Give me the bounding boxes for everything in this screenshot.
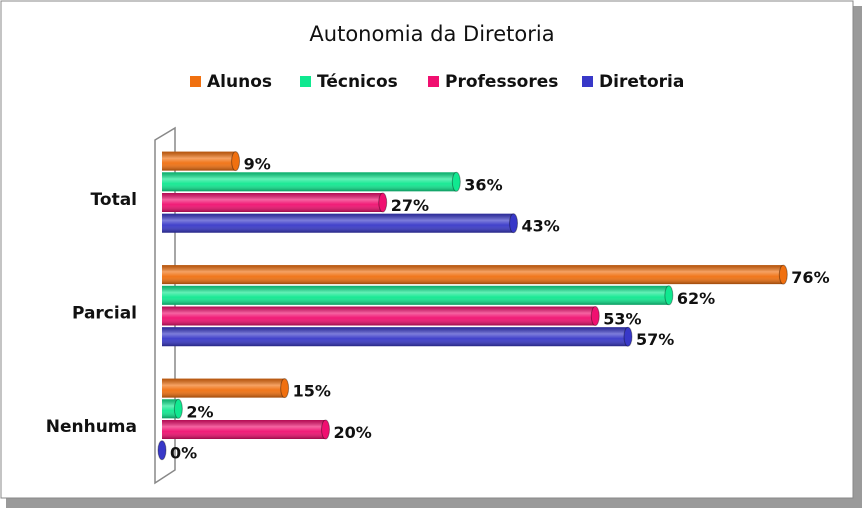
- data-label: 57%: [636, 330, 674, 349]
- data-label: 20%: [334, 423, 372, 442]
- bar-shade: [162, 151, 236, 171]
- data-label: 36%: [464, 175, 502, 194]
- data-label: 62%: [677, 289, 715, 308]
- y-tick-label: Nenhuma: [46, 417, 137, 437]
- bar-shade: [162, 193, 383, 212]
- bar-cap: [280, 378, 290, 399]
- plot: Alunos Técnicos Professores Diretoria Total 9…: [46, 72, 830, 463]
- bar-shade: [162, 285, 669, 305]
- bar-cap: [231, 151, 241, 172]
- data-label: 53%: [603, 310, 641, 329]
- bar-cap: [157, 440, 167, 461]
- legend-swatch: [190, 76, 201, 87]
- data-label: 43%: [522, 217, 560, 236]
- bar-cap: [173, 398, 183, 419]
- data-label: 15%: [293, 382, 331, 401]
- bar-cap: [378, 192, 388, 213]
- legend-label: Alunos: [207, 72, 272, 92]
- data-label: 9%: [244, 155, 271, 174]
- data-label: 0%: [170, 444, 197, 463]
- frame: [0, 0, 854, 499]
- bar-cap: [778, 264, 788, 285]
- legend-label: Professores: [445, 72, 558, 92]
- bar-shade: [162, 306, 596, 326]
- bar-shade: [162, 399, 179, 419]
- bar-cap: [509, 213, 519, 234]
- bar-cap: [664, 285, 674, 306]
- legend-swatch: [300, 76, 311, 87]
- y-tick-label: Total: [91, 190, 137, 210]
- data-label: 27%: [391, 196, 429, 215]
- data-label: 76%: [791, 268, 829, 287]
- legend-label: Técnicos: [317, 72, 398, 92]
- data-label: 2%: [186, 402, 213, 421]
- bar-shade: [162, 420, 326, 439]
- bar-cap: [321, 419, 330, 440]
- bar-shade: [162, 378, 285, 398]
- bar-shade: [162, 213, 514, 233]
- legend-label: Diretoria: [599, 72, 684, 92]
- legend-swatch: [428, 76, 439, 87]
- chart-title: Autonomia da Diretoria: [309, 22, 554, 46]
- bar-cap: [590, 306, 600, 326]
- bar-shade: [162, 265, 784, 285]
- legend-swatch: [582, 76, 593, 87]
- bar-cap: [451, 171, 461, 192]
- y-tick-label: Parcial: [72, 304, 137, 324]
- bar-cap: [623, 326, 633, 347]
- bar-shade: [162, 327, 628, 347]
- bar-shade: [162, 172, 457, 192]
